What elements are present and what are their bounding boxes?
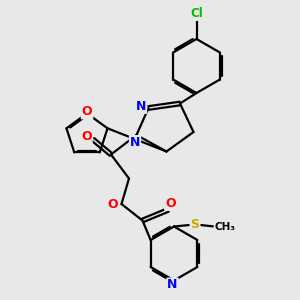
Text: O: O (165, 197, 176, 210)
Text: O: O (82, 105, 92, 119)
Text: N: N (136, 100, 146, 113)
Text: O: O (81, 130, 92, 143)
Text: CH₃: CH₃ (214, 221, 236, 232)
Text: N: N (167, 278, 178, 292)
Text: S: S (190, 218, 200, 232)
Text: O: O (108, 197, 118, 211)
Text: Cl: Cl (190, 7, 203, 20)
Text: N: N (130, 136, 140, 149)
